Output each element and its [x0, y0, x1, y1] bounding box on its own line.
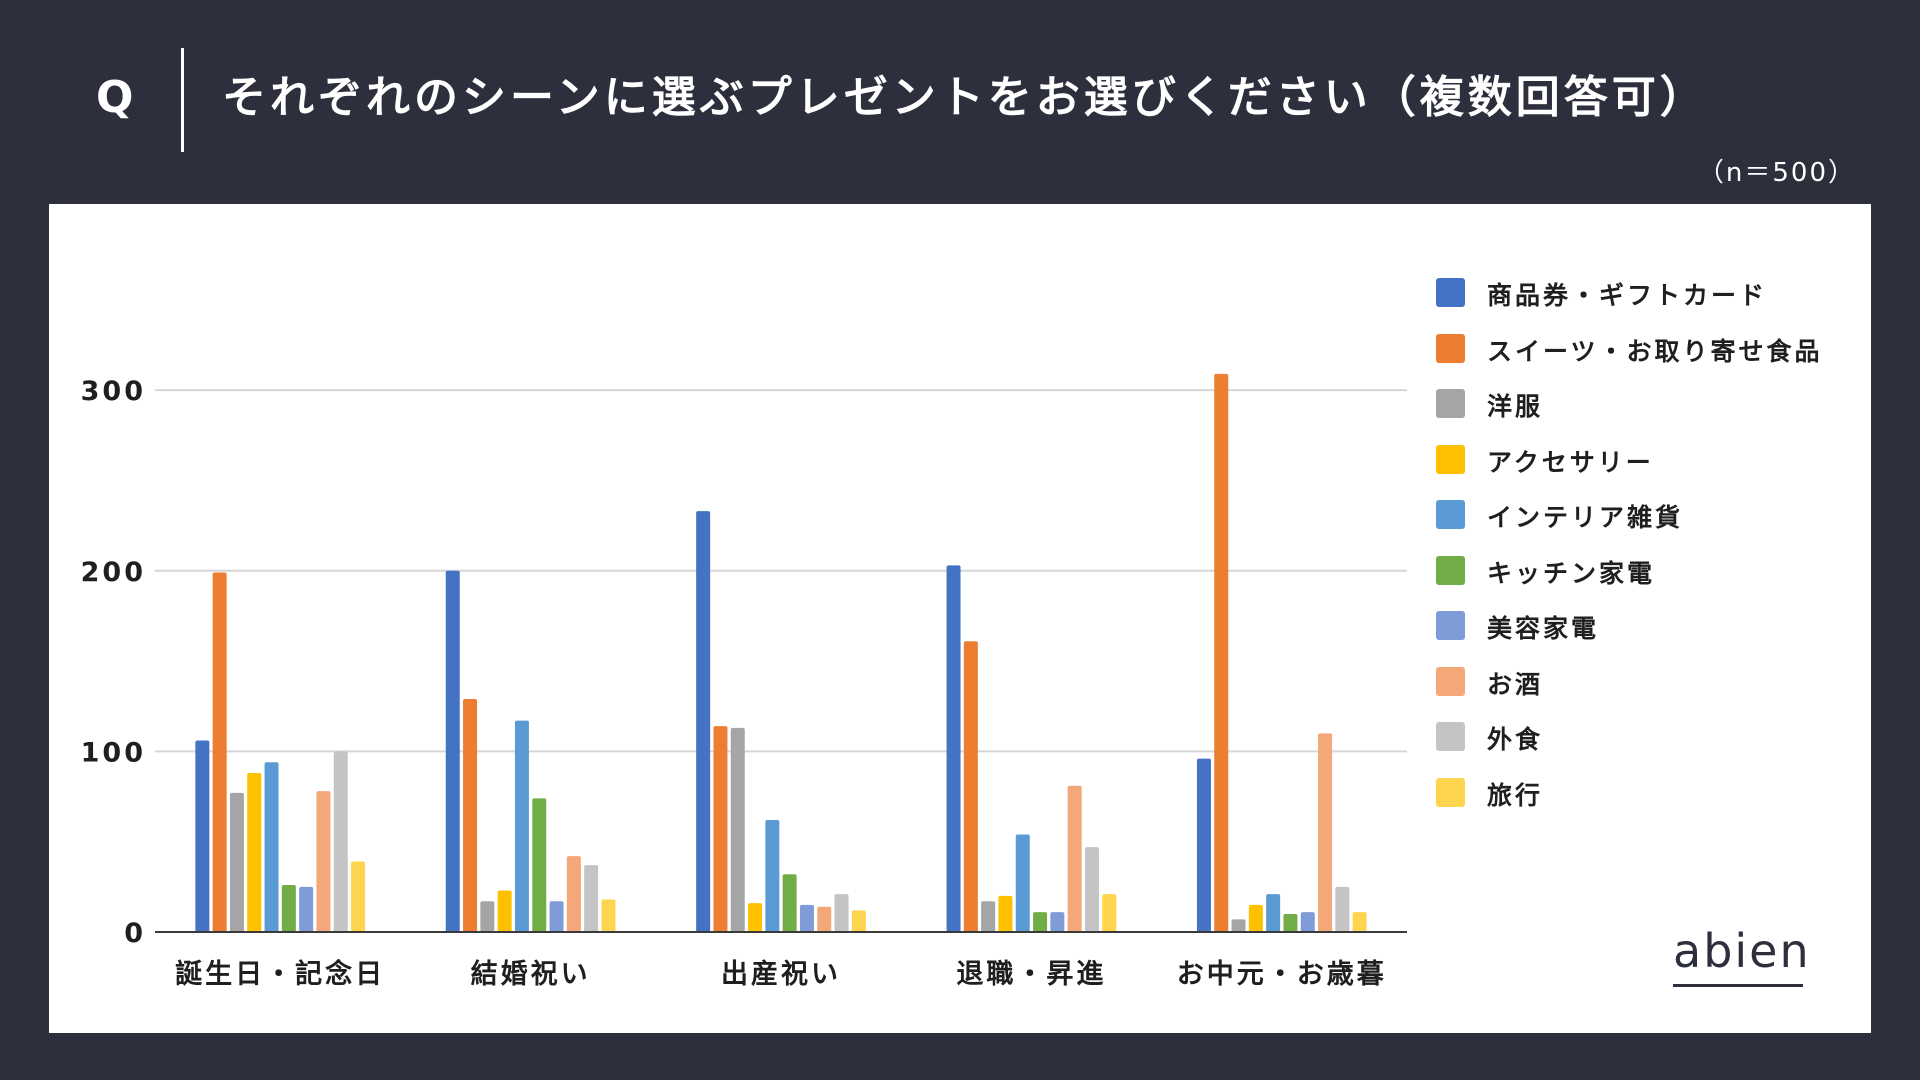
legend-swatch: [1436, 500, 1465, 529]
bar: [799, 904, 814, 932]
bar: [1033, 912, 1048, 932]
bar: [834, 894, 849, 932]
bar: [514, 720, 529, 932]
bar: [264, 762, 279, 932]
sample-size-note: （n＝500）: [1697, 158, 1856, 188]
legend-label: アクセサリー: [1487, 447, 1654, 477]
bar: [299, 886, 314, 932]
bar: [351, 861, 366, 932]
bar: [212, 572, 227, 932]
bar: [1300, 912, 1315, 932]
bar: [1084, 847, 1099, 932]
question-mark: Q: [96, 72, 134, 123]
bar: [696, 511, 711, 932]
bar: [1352, 912, 1367, 932]
bar: [1196, 758, 1211, 932]
bar: [998, 895, 1013, 932]
bar: [1231, 919, 1246, 932]
bar: [532, 798, 547, 932]
y-tick-label: 200: [81, 557, 146, 588]
question-title: それぞれのシーンに選ぶプレゼントをお選びください（複数回答可）: [222, 72, 1708, 123]
bar: [748, 903, 763, 932]
logo-text: abien: [1673, 924, 1811, 978]
bar: [601, 899, 616, 932]
bar: [782, 874, 797, 932]
legend-swatch: [1436, 722, 1465, 751]
bar: [1318, 733, 1333, 932]
y-tick-label: 0: [124, 918, 146, 949]
bar: [229, 792, 244, 932]
legend-swatch: [1436, 278, 1465, 307]
bar: [1102, 894, 1117, 932]
x-category-label: 結婚祝い: [471, 958, 591, 990]
chart-panel: 0 100 200 300 誕生日・記念日 結婚祝い 出産祝い 退職・昇進 お中元・お歳暮 商品…: [49, 204, 1871, 1033]
bar: [730, 727, 745, 932]
bar: [480, 901, 495, 932]
legend-label: 商品券・ギフトカード: [1487, 281, 1768, 310]
legend-swatch: [1436, 666, 1465, 696]
bar: [963, 641, 978, 932]
brand-logo: abien: [1673, 924, 1811, 987]
logo-underline: [1673, 984, 1803, 987]
y-tick-label: 100: [81, 737, 146, 768]
legend-swatch: [1436, 333, 1465, 363]
bar: [584, 865, 599, 932]
x-category-label: 出産祝い: [721, 958, 841, 990]
x-category-label: お中元・お歳暮: [1177, 959, 1387, 990]
bar: [1067, 785, 1082, 932]
x-category-label: 退職・昇進: [956, 959, 1106, 990]
legend-swatch: [1436, 555, 1465, 585]
bar: [316, 791, 331, 932]
bar: [1214, 373, 1229, 932]
bar: [281, 885, 296, 932]
legend-label: キッチン家電: [1487, 558, 1656, 588]
bar: [765, 820, 780, 932]
bar: [1283, 913, 1298, 932]
bar: [566, 856, 581, 932]
bar: [713, 726, 728, 932]
header-divider: [181, 48, 184, 152]
bar: [195, 740, 210, 932]
bar: [1266, 894, 1281, 932]
bar: [851, 910, 866, 932]
legend-label: お酒: [1487, 669, 1544, 699]
bar: [946, 565, 961, 932]
bar: [1050, 912, 1065, 932]
bar: [463, 698, 478, 932]
bar: [817, 906, 832, 932]
bar: [549, 901, 564, 932]
bar-chart: 0 100 200 300 誕生日・記念日 結婚祝い 出産祝い 退職・昇進 お中元・お歳暮: [81, 373, 1407, 990]
bar: [1335, 886, 1350, 932]
bar: [1015, 834, 1030, 932]
bar: [1248, 904, 1263, 932]
legend-label: 旅行: [1487, 780, 1544, 810]
legend-label: 美容家電: [1487, 614, 1600, 643]
bar: [247, 773, 262, 932]
x-category-label: 誕生日・記念日: [175, 958, 385, 990]
legend-label: スイーツ・お取り寄せ食品: [1487, 336, 1823, 366]
legend-label: 外食: [1487, 725, 1544, 754]
bar: [497, 890, 512, 932]
legend-swatch: [1436, 611, 1465, 640]
legend-swatch: [1436, 777, 1465, 807]
bar: [333, 751, 348, 932]
bar: [445, 570, 460, 932]
legend-label: インテリア雑貨: [1487, 503, 1684, 532]
legend-swatch: [1436, 444, 1465, 474]
bar: [981, 901, 996, 932]
legend-label: 洋服: [1487, 392, 1544, 421]
legend-swatch: [1436, 389, 1465, 418]
y-tick-label: 300: [81, 376, 146, 407]
